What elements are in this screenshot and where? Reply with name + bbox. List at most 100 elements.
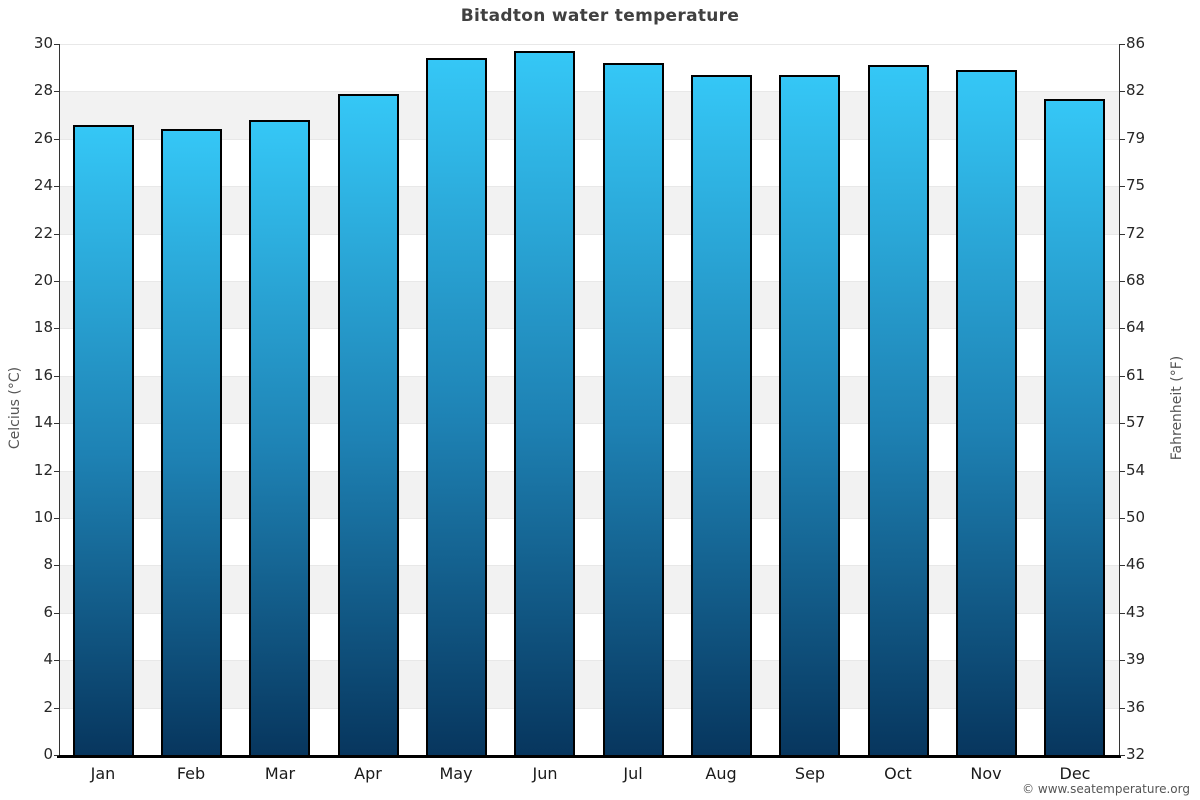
- plot-area: [59, 44, 1119, 755]
- y-tick-celsius: 20: [33, 271, 53, 289]
- right-axis-tick: [1120, 91, 1125, 92]
- y-tick-fahrenheit: 57: [1126, 413, 1146, 432]
- bar-apr[interactable]: [338, 94, 399, 755]
- x-axis-baseline: [57, 755, 1121, 758]
- gridline: [59, 423, 1119, 424]
- gridline: [59, 234, 1119, 235]
- right-axis-tick: [1120, 755, 1125, 756]
- plot-band: [59, 186, 1119, 234]
- plot-band: [59, 375, 1119, 424]
- right-axis-tick: [1120, 660, 1125, 661]
- right-axis-tick: [1120, 471, 1125, 472]
- y-tick-fahrenheit: 46: [1126, 555, 1146, 574]
- y-tick-celsius: 10: [33, 508, 53, 526]
- bar-mar[interactable]: [249, 120, 310, 755]
- bar-dec[interactable]: [1044, 99, 1105, 755]
- y-tick-celsius: 14: [33, 413, 53, 432]
- bar-nov[interactable]: [956, 70, 1017, 755]
- left-axis-line: [59, 44, 60, 755]
- bar-feb[interactable]: [161, 129, 222, 755]
- y-tick-fahrenheit: 82: [1126, 81, 1146, 100]
- gridline: [59, 471, 1119, 472]
- right-axis-tick: [1120, 328, 1125, 329]
- y-tick-fahrenheit: 64: [1126, 318, 1146, 337]
- right-axis-tick: [1120, 44, 1125, 45]
- y-tick-celsius: 18: [33, 318, 53, 337]
- y-tick-celsius: 26: [33, 128, 53, 147]
- left-axis-tick: [54, 423, 59, 424]
- right-axis-line: [1119, 44, 1120, 755]
- right-axis-tick: [1120, 281, 1125, 282]
- bar-oct[interactable]: [868, 65, 929, 755]
- y-tick-celsius: 24: [33, 176, 53, 195]
- bar-jul[interactable]: [603, 63, 664, 755]
- bar-aug[interactable]: [691, 75, 752, 755]
- y-tick-celsius: 22: [33, 223, 53, 242]
- right-axis-tick: [1120, 613, 1125, 614]
- y-tick-celsius: 0: [43, 745, 53, 763]
- right-axis-tick: [1120, 565, 1125, 566]
- left-axis-tick: [54, 44, 59, 45]
- x-axis-label-apr: Apr: [354, 764, 382, 783]
- y-tick-celsius: 28: [33, 81, 53, 100]
- left-axis-tick: [54, 565, 59, 566]
- y-tick-celsius: 2: [43, 697, 53, 716]
- copyright-text: © www.seatemperature.org: [1022, 782, 1190, 796]
- right-axis-tick: [1120, 186, 1125, 187]
- gridline: [59, 708, 1119, 709]
- plot-band: [59, 660, 1119, 708]
- left-axis-tick: [54, 91, 59, 92]
- y-tick-fahrenheit: 61: [1126, 365, 1146, 384]
- gridline: [59, 613, 1119, 614]
- y-tick-fahrenheit: 86: [1126, 34, 1146, 52]
- gridline: [59, 44, 1119, 45]
- left-axis-tick: [54, 518, 59, 519]
- x-axis-label-oct: Oct: [884, 764, 912, 783]
- plot-band: [59, 281, 1119, 329]
- x-axis-label-jun: Jun: [532, 764, 558, 783]
- left-axis-tick: [54, 376, 59, 377]
- y-tick-fahrenheit: 32: [1126, 745, 1146, 763]
- y-tick-celsius: 8: [43, 555, 53, 574]
- gridline: [59, 91, 1119, 92]
- bar-jan[interactable]: [73, 125, 134, 755]
- y-tick-celsius: 30: [33, 34, 53, 52]
- y-tick-celsius: 12: [33, 460, 53, 479]
- y-axis-label-fahrenheit: Fahrenheit (°F): [1169, 355, 1185, 460]
- left-axis-tick: [54, 755, 59, 756]
- y-tick-fahrenheit: 68: [1126, 271, 1146, 289]
- gridline: [59, 139, 1119, 140]
- bar-sep[interactable]: [779, 75, 840, 755]
- bar-jun[interactable]: [514, 51, 575, 755]
- y-tick-fahrenheit: 50: [1126, 508, 1146, 526]
- right-axis-tick: [1120, 423, 1125, 424]
- left-axis-tick: [54, 281, 59, 282]
- left-axis-tick: [54, 613, 59, 614]
- gridline: [59, 281, 1119, 282]
- x-axis-label-aug: Aug: [705, 764, 737, 783]
- y-tick-celsius: 4: [43, 650, 53, 669]
- x-axis-label-may: May: [439, 764, 473, 783]
- left-axis-tick: [54, 186, 59, 187]
- y-tick-fahrenheit: 43: [1126, 602, 1146, 621]
- gridline: [59, 660, 1119, 661]
- y-tick-fahrenheit: 72: [1126, 223, 1146, 242]
- left-axis-tick: [54, 234, 59, 235]
- gridline: [59, 376, 1119, 377]
- bar-may[interactable]: [426, 58, 487, 755]
- y-tick-celsius: 6: [43, 602, 53, 621]
- left-axis-tick: [54, 328, 59, 329]
- gridline: [59, 186, 1119, 187]
- y-tick-fahrenheit: 75: [1126, 176, 1146, 195]
- y-tick-fahrenheit: 39: [1126, 650, 1146, 669]
- x-axis-label-feb: Feb: [176, 764, 206, 783]
- right-axis-tick: [1120, 518, 1125, 519]
- left-axis-tick: [54, 708, 59, 709]
- chart-title: Bitadton water temperature: [460, 6, 740, 26]
- x-axis-label-jan: Jan: [90, 764, 116, 783]
- x-axis-label-nov: Nov: [970, 764, 1002, 783]
- plot-band: [59, 91, 1119, 139]
- gridline: [59, 518, 1119, 519]
- right-axis-tick: [1120, 376, 1125, 377]
